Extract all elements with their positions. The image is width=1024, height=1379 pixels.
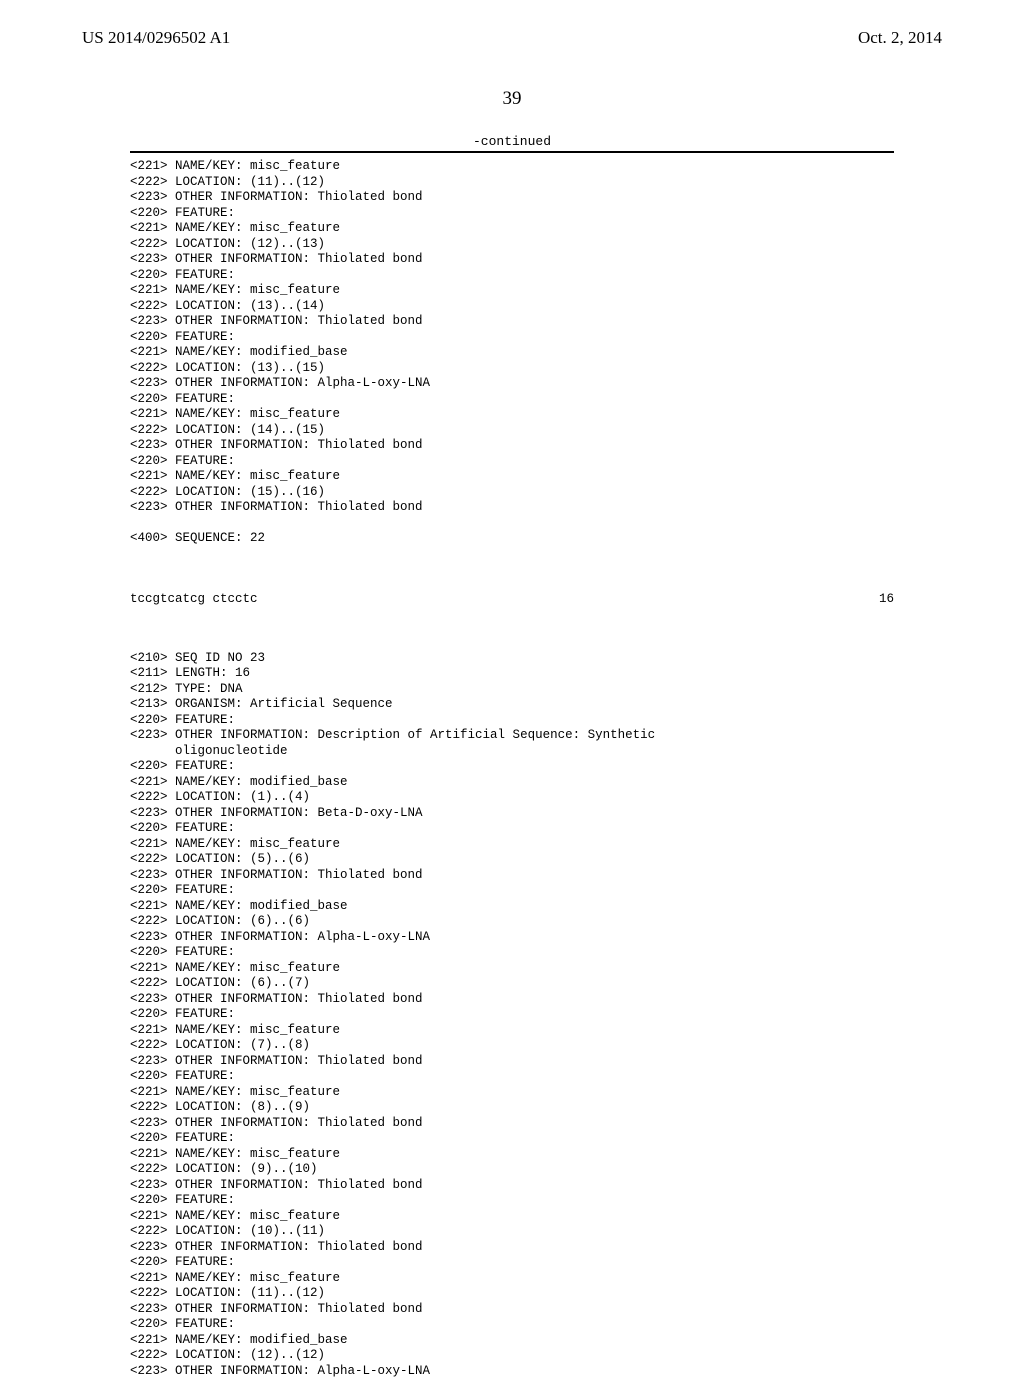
sequence-listing-block-2: <210> SEQ ID NO 23 <211> LENGTH: 16 <212… [0, 637, 1024, 1379]
continued-label: -continued [0, 134, 1024, 149]
sequence-text: tccgtcatcg ctcctc [130, 592, 258, 608]
page-header: US 2014/0296502 A1 Oct. 2, 2014 [0, 0, 1024, 48]
publication-date: Oct. 2, 2014 [858, 28, 942, 48]
sequence-listing-block-1: <221> NAME/KEY: misc_feature <222> LOCAT… [0, 153, 1024, 547]
sequence-length: 16 [879, 592, 894, 608]
publication-number: US 2014/0296502 A1 [82, 28, 230, 48]
sequence-row: tccgtcatcg ctcctc 16 [0, 547, 1024, 637]
page-number: 39 [0, 88, 1024, 110]
